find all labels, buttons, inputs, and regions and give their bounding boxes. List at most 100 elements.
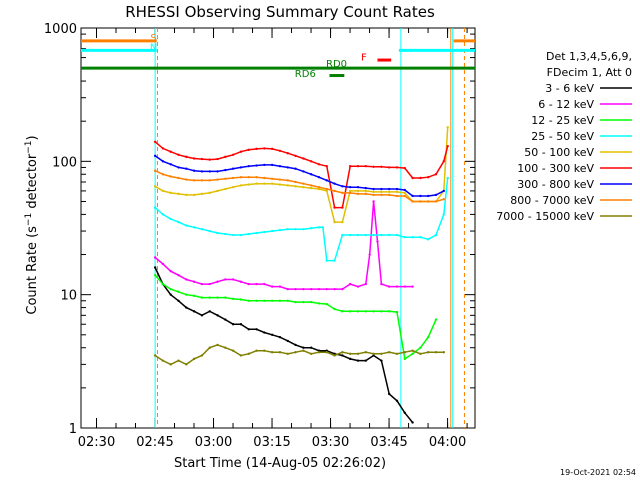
data-point	[426, 351, 430, 354]
plot-frame	[80, 27, 476, 429]
data-point	[294, 180, 297, 184]
data-point	[177, 359, 180, 362]
data-point	[255, 182, 258, 185]
data-point	[434, 318, 438, 321]
data-point	[356, 359, 360, 362]
data-point	[446, 144, 449, 148]
series-line-2	[154, 274, 437, 361]
data-point	[294, 227, 297, 231]
data-point	[216, 296, 219, 299]
data-point	[309, 160, 313, 163]
data-point	[224, 278, 227, 281]
data-point	[192, 294, 196, 298]
data-point	[356, 310, 360, 313]
data-point	[161, 147, 165, 150]
data-point	[309, 352, 313, 356]
data-point	[247, 299, 250, 302]
data-point	[348, 164, 352, 168]
data-point	[395, 190, 399, 194]
data-point	[247, 232, 250, 236]
data-point	[372, 190, 375, 194]
data-point	[325, 189, 328, 193]
data-point	[419, 235, 422, 239]
data-point	[161, 173, 165, 176]
data-point	[356, 185, 360, 189]
data-point	[356, 192, 360, 196]
data-point	[231, 297, 235, 301]
data-point	[192, 310, 196, 313]
data-point	[286, 179, 289, 182]
data-point	[200, 179, 204, 182]
data-point	[317, 302, 321, 305]
data-point	[255, 299, 258, 302]
data-point	[403, 285, 406, 288]
data-point	[192, 179, 196, 182]
data-point	[317, 351, 321, 354]
data-point	[286, 152, 289, 155]
data-point	[270, 333, 274, 337]
y-axis-label-main: Count Rate (s	[25, 226, 40, 315]
data-point	[419, 346, 422, 349]
data-point	[224, 346, 227, 349]
data-point	[224, 177, 227, 180]
data-point	[224, 187, 227, 191]
data-point	[380, 359, 383, 362]
data-point	[372, 310, 375, 313]
data-point	[387, 193, 391, 197]
data-point	[395, 352, 399, 356]
data-point	[411, 349, 414, 352]
data-point	[426, 238, 430, 241]
data-point	[403, 188, 406, 192]
y-tick-label-2: 100	[52, 155, 77, 170]
data-point	[309, 287, 313, 291]
data-point	[333, 189, 336, 193]
data-point	[411, 352, 414, 356]
data-point	[348, 310, 352, 313]
data-point	[192, 169, 196, 172]
data-point	[247, 164, 250, 168]
legend-label-4: 50 - 100 keV	[524, 146, 594, 159]
data-point	[419, 200, 422, 203]
data-point	[411, 285, 414, 288]
y-axis-label-sup1: −1	[24, 213, 34, 226]
data-point	[169, 175, 172, 178]
data-point	[426, 194, 430, 198]
data-point	[302, 287, 305, 291]
data-point	[317, 176, 321, 179]
data-point	[302, 157, 305, 160]
data-point	[177, 176, 180, 180]
data-point	[208, 170, 211, 173]
data-point	[286, 184, 289, 187]
data-point	[302, 300, 305, 304]
data-point	[192, 357, 196, 361]
x-tick-label-3: 03:15	[253, 435, 290, 450]
legend-label-0: 3 - 6 keV	[545, 82, 594, 95]
data-point	[270, 285, 274, 288]
data-point	[216, 178, 219, 181]
data-point	[231, 167, 235, 170]
data-point	[224, 296, 227, 299]
x-tick-label-4: 03:30	[312, 435, 349, 450]
y-axis-label-mid: detector	[25, 153, 40, 213]
data-point	[426, 176, 430, 179]
data-point	[309, 346, 313, 349]
data-point	[348, 233, 352, 237]
data-point	[309, 186, 313, 190]
data-point	[387, 392, 391, 396]
data-point	[364, 351, 367, 354]
y-tick-label-0: 1	[69, 422, 77, 437]
y-tick-label-3: 1000	[44, 22, 77, 37]
data-point	[153, 169, 157, 172]
data-point	[169, 150, 172, 153]
data-point	[364, 310, 367, 313]
data-point	[341, 191, 344, 195]
data-point	[255, 164, 258, 167]
data-point	[247, 183, 250, 186]
data-point	[411, 235, 414, 239]
data-point	[286, 299, 289, 302]
data-point	[419, 176, 422, 180]
data-point	[286, 166, 289, 169]
data-point	[294, 154, 297, 158]
data-point	[333, 206, 336, 209]
data-point	[434, 193, 438, 197]
